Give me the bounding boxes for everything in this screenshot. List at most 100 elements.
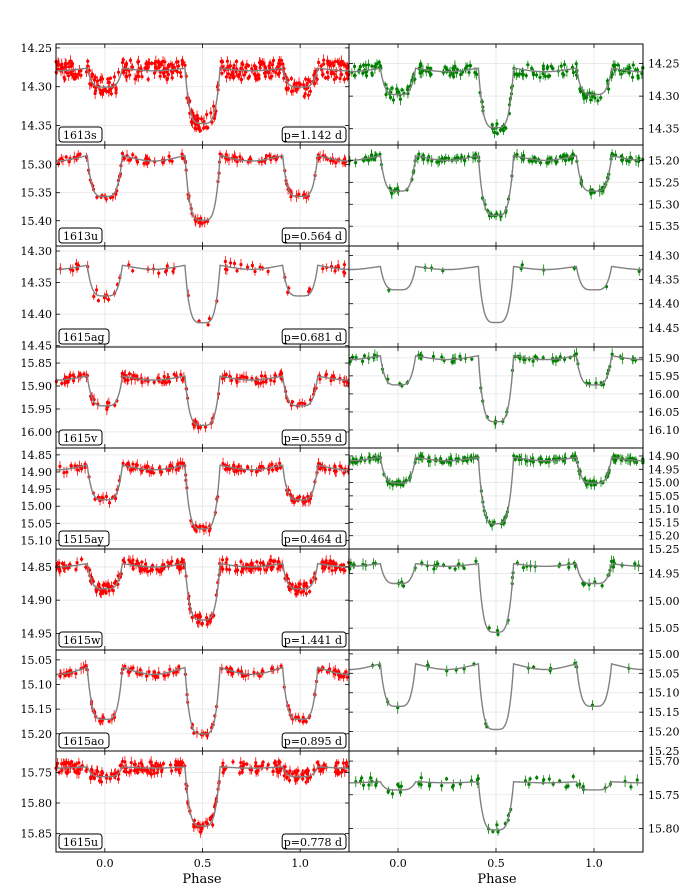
star-name-label: 1615ao — [58, 732, 110, 749]
data-point — [527, 159, 531, 163]
y-tick-label: 14.40 — [21, 308, 53, 321]
y-tick-label: 15.05 — [21, 654, 53, 667]
y-tick-label: 15.85 — [21, 357, 53, 370]
y-tick-label: 15.00 — [648, 595, 680, 608]
data-point — [63, 77, 67, 81]
y-tick-label: 14.85 — [21, 561, 53, 574]
data-point — [526, 63, 530, 67]
y-tick-label: 15.10 — [21, 678, 53, 691]
data-point — [532, 155, 537, 159]
data-point — [140, 560, 144, 564]
data-point — [349, 561, 353, 565]
data-point — [64, 375, 68, 379]
data-point — [324, 373, 328, 378]
data-point — [270, 74, 274, 78]
data-point — [240, 568, 245, 572]
data-point — [331, 374, 335, 378]
data-point — [343, 271, 347, 275]
data-point — [541, 356, 545, 360]
data-point — [57, 62, 61, 67]
data-point — [266, 269, 270, 274]
y-tick-label: 14.35 — [648, 274, 680, 287]
y-tick-label: 16.10 — [648, 424, 680, 437]
data-point — [68, 71, 73, 75]
data-point — [257, 381, 261, 385]
data-point — [269, 565, 273, 570]
data-point — [589, 98, 593, 102]
y-tick-label: 14.35 — [21, 120, 53, 133]
data-point — [429, 72, 433, 76]
data-point — [254, 761, 258, 765]
data-point — [86, 64, 90, 68]
data-point — [274, 71, 278, 75]
y-tick-label: 14.90 — [648, 450, 680, 463]
data-point — [294, 592, 298, 596]
data-point — [196, 822, 200, 826]
data-point — [324, 560, 328, 565]
data-point — [628, 66, 632, 70]
data-point — [289, 89, 294, 93]
data-point — [250, 263, 254, 268]
data-point — [166, 560, 170, 564]
data-point — [225, 557, 229, 561]
data-point — [131, 567, 135, 571]
data-point — [395, 90, 399, 94]
data-point — [459, 72, 463, 77]
y-tick-label: 15.95 — [21, 403, 53, 416]
data-point — [320, 73, 325, 77]
data-point — [325, 70, 330, 74]
data-point — [144, 62, 148, 66]
data-point — [128, 73, 132, 77]
data-point — [261, 760, 265, 764]
data-point — [234, 59, 239, 64]
data-point — [571, 70, 576, 75]
data-point — [589, 191, 593, 196]
data-point — [133, 77, 137, 81]
data-point — [71, 379, 76, 383]
data-point — [220, 60, 225, 64]
y-tick-label: 15.90 — [21, 380, 53, 393]
data-point — [149, 772, 154, 776]
data-point — [541, 72, 545, 76]
data-point — [245, 465, 250, 469]
data-point — [92, 78, 97, 82]
data-point — [465, 64, 469, 68]
data-point — [453, 65, 457, 70]
data-point — [322, 58, 326, 62]
data-point — [270, 462, 274, 467]
data-point — [129, 760, 133, 765]
data-point — [492, 131, 497, 135]
data-point — [201, 126, 206, 130]
data-point — [364, 63, 368, 67]
data-point — [168, 667, 172, 672]
data-point — [261, 561, 265, 565]
data-point — [250, 67, 254, 71]
data-point — [329, 72, 333, 76]
data-point — [160, 769, 164, 774]
data-point — [317, 60, 321, 65]
data-point — [473, 71, 477, 75]
data-point — [541, 64, 546, 68]
data-point — [430, 159, 434, 163]
data-point — [468, 63, 472, 68]
y-tick-label: 14.45 — [648, 322, 680, 335]
data-point — [224, 75, 229, 79]
data-point — [344, 71, 349, 75]
data-point — [108, 87, 113, 92]
data-point — [443, 65, 447, 69]
data-point — [463, 159, 467, 163]
data-point — [294, 89, 298, 93]
data-point — [112, 75, 117, 79]
data-point — [273, 559, 277, 563]
y-tick-label: 14.35 — [648, 123, 680, 136]
data-point — [135, 559, 139, 563]
data-point — [241, 63, 245, 67]
y-tick-label: 15.00 — [648, 477, 680, 490]
data-point — [162, 71, 166, 75]
panel-1615ag-left: 14.30 14.35 14.40 14.45 1615ag p=0.681 d — [21, 245, 350, 353]
data-point — [619, 72, 623, 76]
data-point — [225, 59, 230, 63]
data-point — [627, 71, 631, 75]
data-point — [199, 117, 204, 121]
